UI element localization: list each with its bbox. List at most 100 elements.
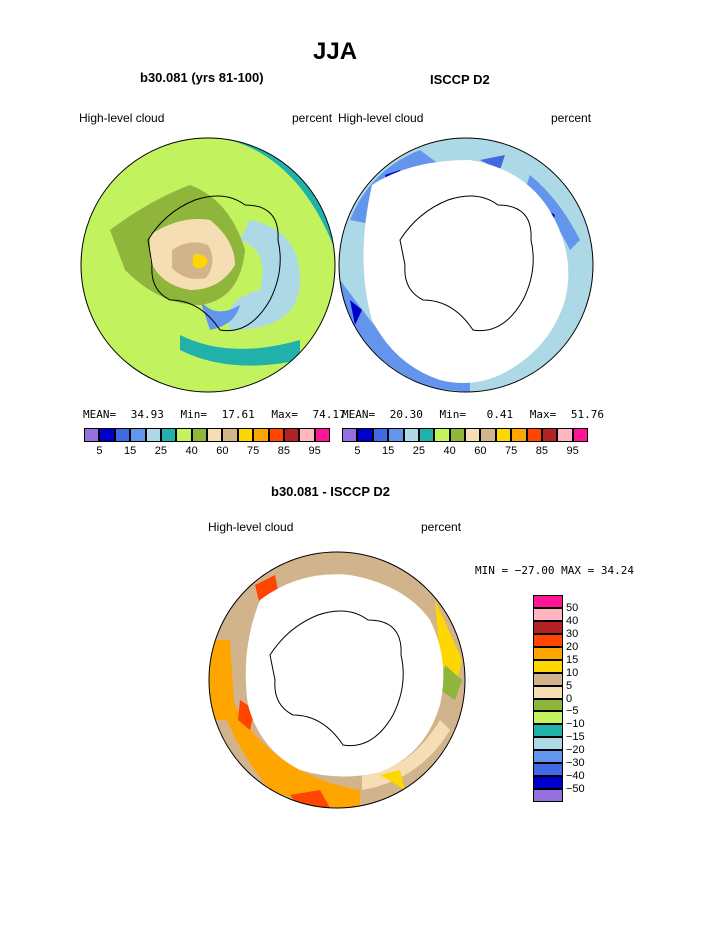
panel2-colorbar-swatch	[403, 428, 419, 442]
panel2-max-label: Max=	[529, 408, 557, 421]
panel2-colorbar-tick-label: 95	[566, 445, 579, 457]
panel1-subtitle: b30.081 (yrs 81-100)	[140, 70, 264, 85]
panel1-colorbar-swatch	[145, 428, 161, 442]
panel2-min-value: 0.41	[486, 408, 514, 421]
panel1-colorbar-swatch	[191, 428, 207, 442]
diff-variable-label: High-level cloud	[208, 520, 294, 534]
panel1-max-value: 74.17	[312, 408, 346, 421]
panel2-colorbar-tick-label: 60	[474, 445, 487, 457]
panel1-colorbar-swatch	[299, 428, 315, 442]
diff-colorbar-swatch	[533, 646, 563, 660]
panel1-units-label: percent	[292, 111, 333, 125]
diff-colorbar-tick-label: 30	[566, 627, 579, 640]
panel1-colorbar-ticks: 5 15 25 40 60 75 85 95	[84, 445, 330, 459]
diff-colorbar-swatch	[533, 685, 563, 699]
panel1-colorbar-swatch	[99, 428, 115, 442]
panel2-colorbar-tick-label: 75	[505, 445, 518, 457]
diff-colorbar-swatch	[533, 595, 563, 608]
diff-colorbar-tick-label: 5	[566, 679, 573, 692]
panel2-colorbar-swatch	[372, 428, 389, 442]
panel1-stats: MEAN= 34.93 Min= 17.61 Max= 74.17	[83, 408, 346, 421]
diff-colorbar-swatch	[533, 633, 563, 647]
panel2-colorbar-tick-label: 85	[535, 445, 548, 457]
panel2-colorbar-swatch	[418, 428, 435, 442]
diff-minmax: MIN = −27.00 MAX = 34.24	[475, 564, 634, 577]
panel2-colorbar-swatch	[541, 428, 558, 442]
panel1-colorbar-tick-label: 95	[308, 445, 321, 457]
panel2-colorbar-swatch	[572, 428, 588, 442]
panel2-colorbar-swatch	[557, 428, 573, 442]
diff-colorbar-swatch	[533, 672, 563, 686]
panel1-colorbar-swatch	[84, 428, 100, 442]
panel1-colorbar-tick-label: 15	[124, 445, 137, 457]
panel1-colorbar-tick-label: 85	[277, 445, 290, 457]
panel2-mean-label: MEAN=	[342, 408, 376, 421]
panel2-colorbar-ticks: 5 15 25 40 60 75 85 95	[342, 445, 588, 459]
diff-colorbar-swatch	[533, 698, 563, 712]
diff-colorbar-ticks: 50 40 30 20 15 10 5 0 −5 −10 −15 −20 −30 −40 −50	[566, 595, 606, 802]
panel1-colorbar-swatch	[268, 428, 284, 442]
diff-colorbar-tick-label: −20	[566, 744, 585, 757]
diff-colorbar-tick-label: 15	[566, 653, 579, 666]
diff-colorbar-tick-label: −10	[566, 718, 585, 731]
panel1-colorbar-swatch	[253, 428, 269, 442]
panel2-colorbar-swatch	[434, 428, 450, 442]
diff-colorbar-swatch	[533, 776, 563, 790]
panel1-colorbar-swatch	[283, 428, 300, 442]
panel2-units-label: percent	[551, 111, 592, 125]
panel2-colorbar-tick-label: 5	[354, 445, 361, 457]
panel1-colorbar-swatch	[222, 428, 238, 442]
diff-colorbar-swatch	[533, 659, 563, 673]
diff-colorbar-tick-label: −30	[566, 757, 585, 770]
diff-coastline	[269, 610, 404, 747]
panel2-mean-value: 20.30	[389, 408, 423, 421]
panel2-colorbar-tick-label: 15	[382, 445, 395, 457]
panel2-variable-label: High-level cloud	[338, 111, 424, 125]
panel1-colorbar	[84, 428, 330, 442]
panel2-colorbar-swatch	[449, 428, 465, 442]
diff-colorbar-swatch	[533, 763, 563, 777]
diff-colorbar-swatch	[533, 620, 563, 634]
diff-colorbar-swatch	[533, 724, 563, 738]
panel2-colorbar-swatch	[388, 428, 404, 442]
panel1-colorbar-swatch	[314, 428, 330, 442]
panel1-mean-label: MEAN=	[83, 408, 117, 421]
panel2-coastline	[399, 195, 534, 332]
diff-colorbar-tick-label: 0	[566, 692, 573, 705]
panel2-colorbar-tick-label: 25	[412, 445, 425, 457]
diff-colorbar-tick-label: 20	[566, 640, 579, 653]
diff-colorbar-tick-label: −15	[566, 731, 585, 744]
panel1-colorbar-tick-label: 5	[96, 445, 103, 457]
panel1-variable-label: High-level cloud	[79, 111, 165, 125]
panel1-colorbar-swatch	[207, 428, 223, 442]
panel1-colorbar-tick-label: 40	[185, 445, 198, 457]
diff-colorbar-swatch	[533, 789, 563, 802]
diff-units-label: percent	[421, 520, 462, 534]
panel1-max-label: Max=	[271, 408, 298, 421]
panel2-colorbar-tick-label: 40	[443, 445, 456, 457]
panel1-colorbar-swatch	[176, 428, 192, 442]
panel1-colorbar-tick-label: 75	[247, 445, 260, 457]
panel1-colorbar-tick-label: 25	[154, 445, 167, 457]
panel1-min-value: 17.61	[221, 408, 255, 421]
panel1-colorbar-swatch	[237, 428, 254, 442]
diff-colorbar-tick-label: −50	[566, 783, 585, 796]
figure-title: JJA	[313, 38, 358, 65]
panel1-colorbar-tick-label: 60	[216, 445, 229, 457]
panel2-colorbar-swatch	[357, 428, 373, 442]
panel2-colorbar	[342, 428, 588, 442]
diff-colorbar-tick-label: −5	[566, 705, 579, 718]
diff-colorbar-swatch	[533, 607, 563, 621]
panel2-max-value: 51.76	[570, 408, 604, 421]
panel2-subtitle: ISCCP D2	[430, 72, 490, 87]
panel1-colorbar-swatch	[114, 428, 131, 442]
panel1-colorbar-swatch	[160, 428, 177, 442]
panel1-colorbar-swatch	[130, 428, 146, 442]
diff-subtitle: b30.081 - ISCCP D2	[271, 484, 390, 499]
panel1-min-label: Min=	[180, 408, 208, 421]
panel2-min-label: Min=	[439, 408, 467, 421]
diff-colorbar	[533, 595, 563, 802]
